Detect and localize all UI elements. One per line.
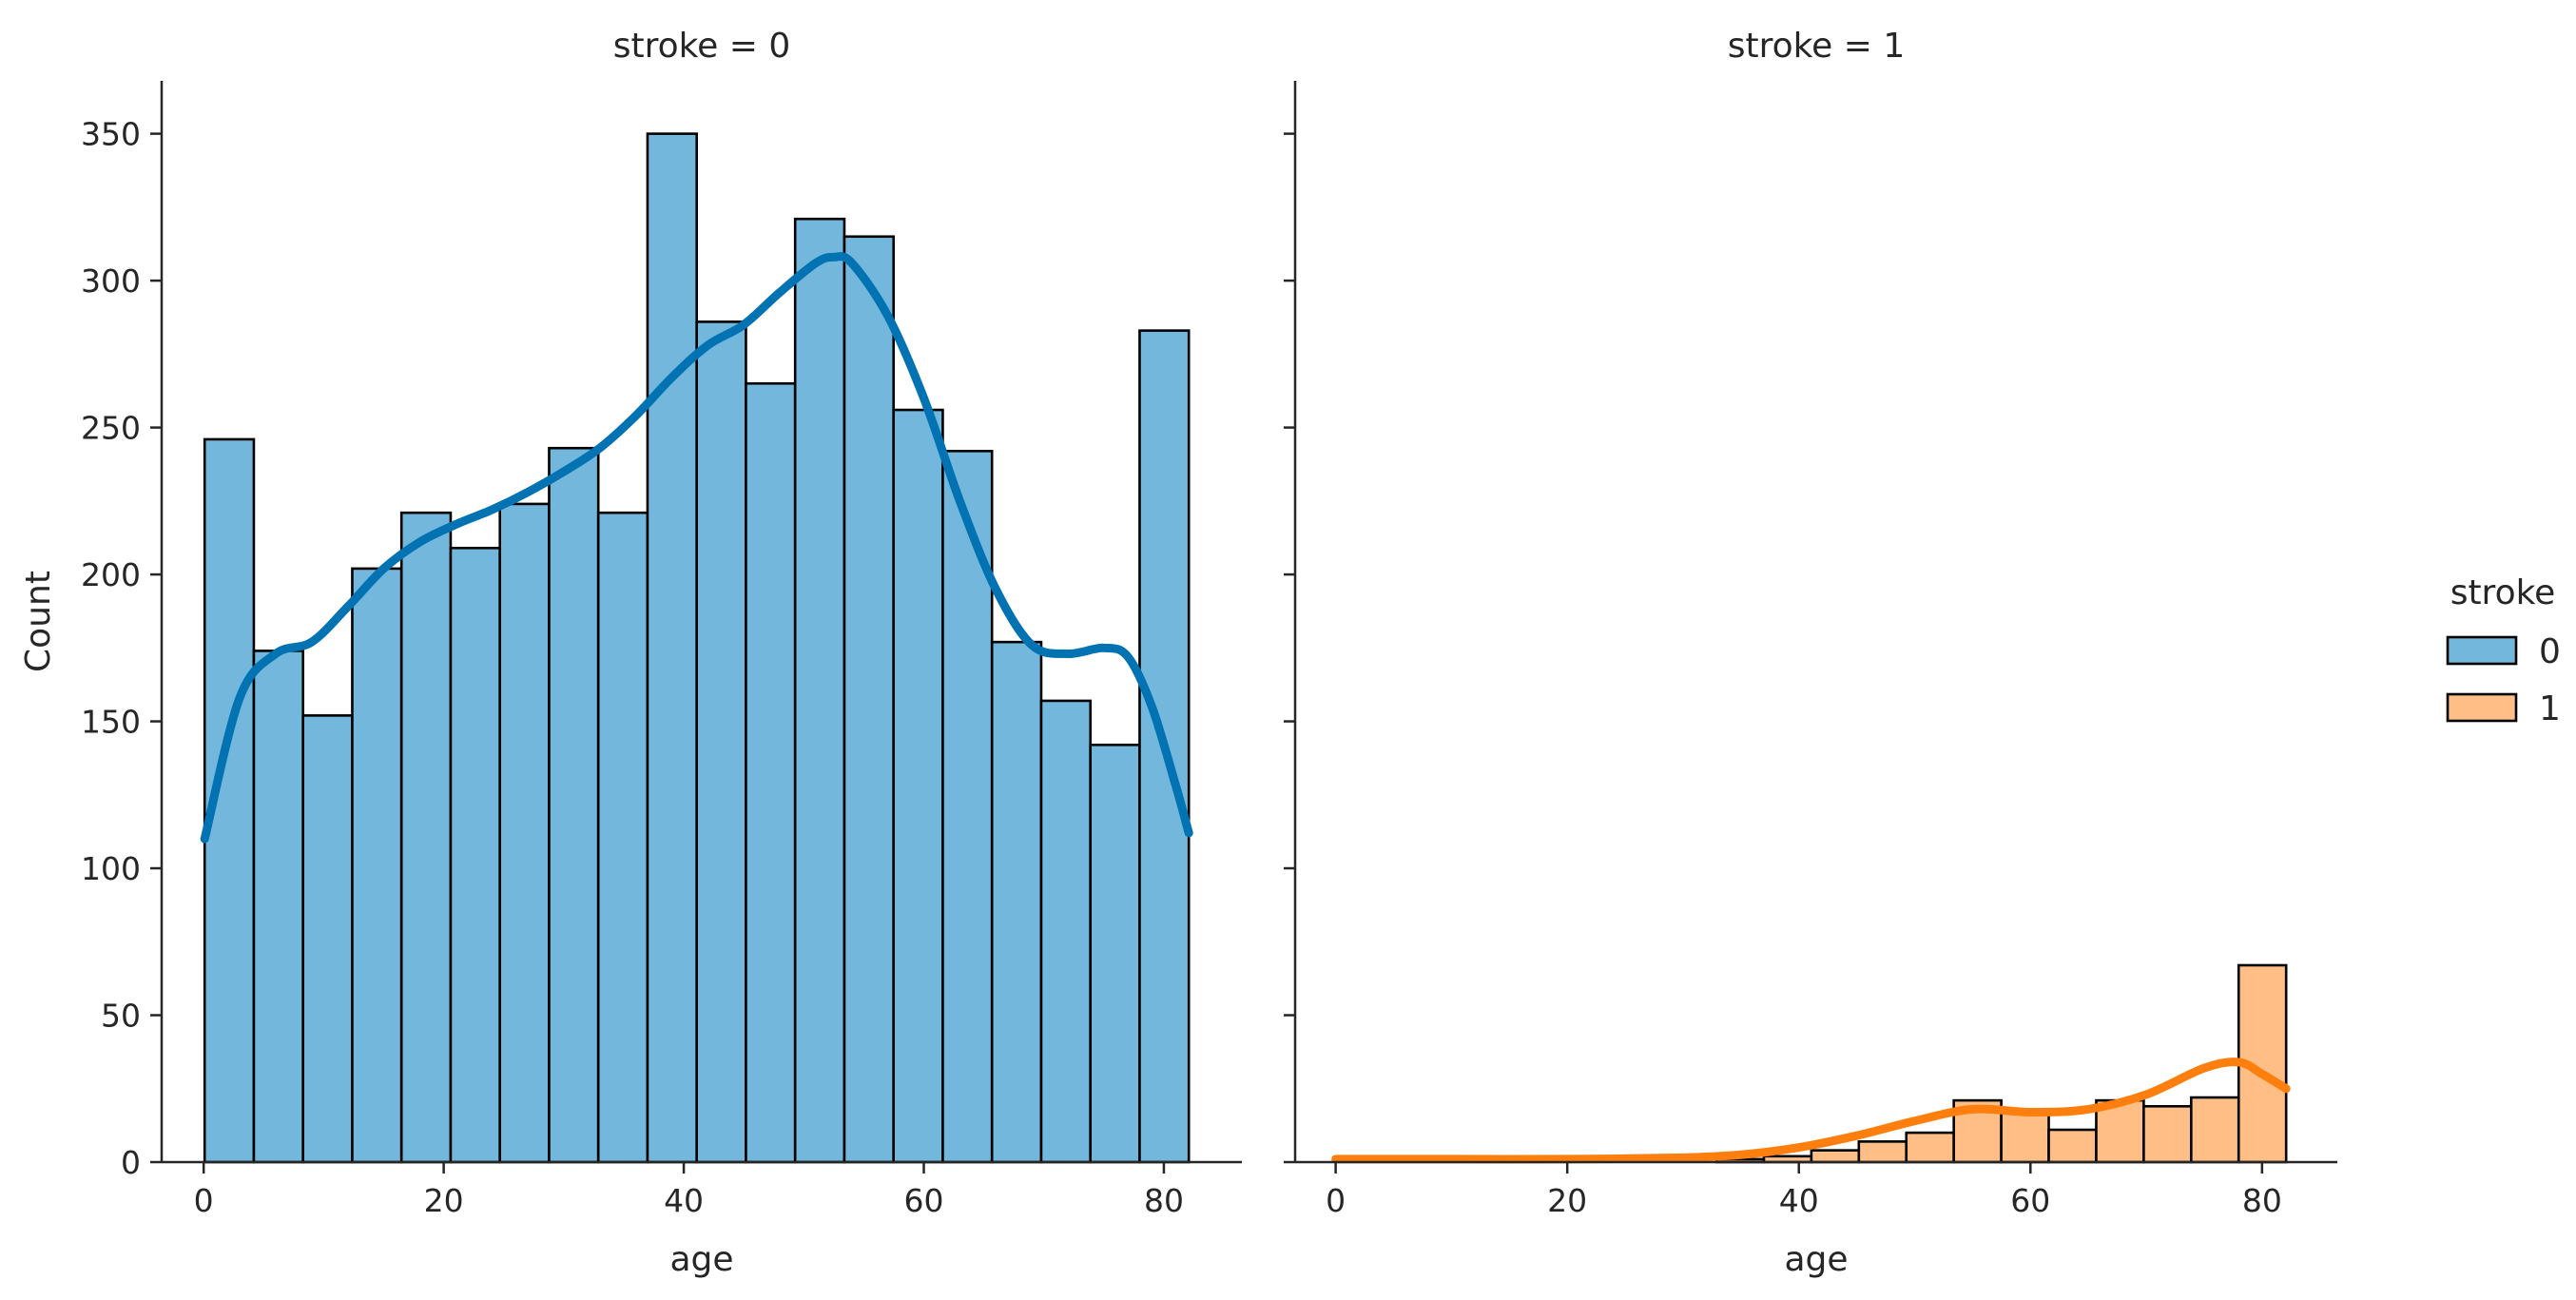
y-tick-label: 150 [81, 704, 141, 741]
y-tick-label: 0 [121, 1144, 141, 1181]
x-tick-label: 60 [904, 1182, 944, 1219]
histogram-bar [2142, 1105, 2193, 1164]
histogram-bar [695, 320, 747, 1164]
histogram-bar [548, 446, 600, 1164]
histogram-bar [301, 714, 354, 1164]
histogram-bar [399, 511, 453, 1164]
x-tick-label: 0 [1326, 1182, 1346, 1219]
histogram-bar [351, 567, 403, 1164]
histogram-bar [2047, 1128, 2098, 1164]
y-tick-label: 250 [81, 410, 141, 447]
histogram-bar [596, 511, 649, 1164]
legend-swatch [2446, 635, 2518, 666]
legend-title: stroke [2450, 573, 2556, 612]
x-axis-label: age [1784, 1240, 1848, 1279]
histogram-bar [892, 408, 944, 1164]
legend: stroke 0 1 [2446, 573, 2561, 728]
histogram-bar [449, 546, 501, 1164]
histogram-bar [1039, 699, 1093, 1164]
x-tick-label: 40 [664, 1182, 704, 1219]
y-tick-label: 200 [81, 556, 141, 593]
panel-1: 0 20 40 60 80 age stroke = 1 [1284, 27, 2337, 1279]
y-tick-label: 300 [81, 262, 141, 300]
panel-title: stroke = 1 [1728, 27, 1906, 66]
histogram-bar [1857, 1140, 1908, 1164]
histogram-bar [990, 640, 1043, 1164]
y-axis-label: Count [19, 571, 58, 672]
histogram-bar [252, 650, 304, 1164]
x-axis-label: age [669, 1240, 733, 1279]
histogram-bar [745, 381, 797, 1164]
x-tick-label: 80 [1144, 1182, 1184, 1219]
histogram-bar [2190, 1096, 2240, 1164]
legend-label: 0 [2539, 632, 2561, 671]
histogram-bar [1905, 1131, 1955, 1164]
y-tick-label: 350 [81, 116, 141, 153]
x-tick-label: 0 [194, 1182, 214, 1219]
histogram-bar [646, 132, 699, 1164]
panel-0: 0 50 100 150 200 250 300 350 0 20 40 60 80 age stroke … [19, 27, 1242, 1279]
histogram-bar [2000, 1111, 2050, 1164]
kde-curve [200, 252, 1193, 844]
histogram-bar [843, 235, 896, 1164]
histogram-bar [1089, 743, 1141, 1164]
y-tick-label: 100 [81, 850, 141, 887]
panel-title: stroke = 0 [613, 27, 791, 66]
x-tick-label: 80 [2242, 1182, 2282, 1219]
histogram-bar [498, 502, 551, 1164]
y-tick-label: 50 [101, 998, 141, 1035]
x-tick-label: 40 [1779, 1182, 1819, 1219]
kde-curve [1331, 1057, 2291, 1164]
x-tick-label: 20 [424, 1182, 464, 1219]
histogram-bar [1810, 1149, 1861, 1164]
legend-swatch [2446, 692, 2518, 723]
x-tick-label: 20 [1547, 1182, 1587, 1219]
x-tick-label: 60 [2010, 1182, 2050, 1219]
legend-label: 1 [2539, 689, 2561, 728]
histogram-bar [793, 217, 846, 1164]
